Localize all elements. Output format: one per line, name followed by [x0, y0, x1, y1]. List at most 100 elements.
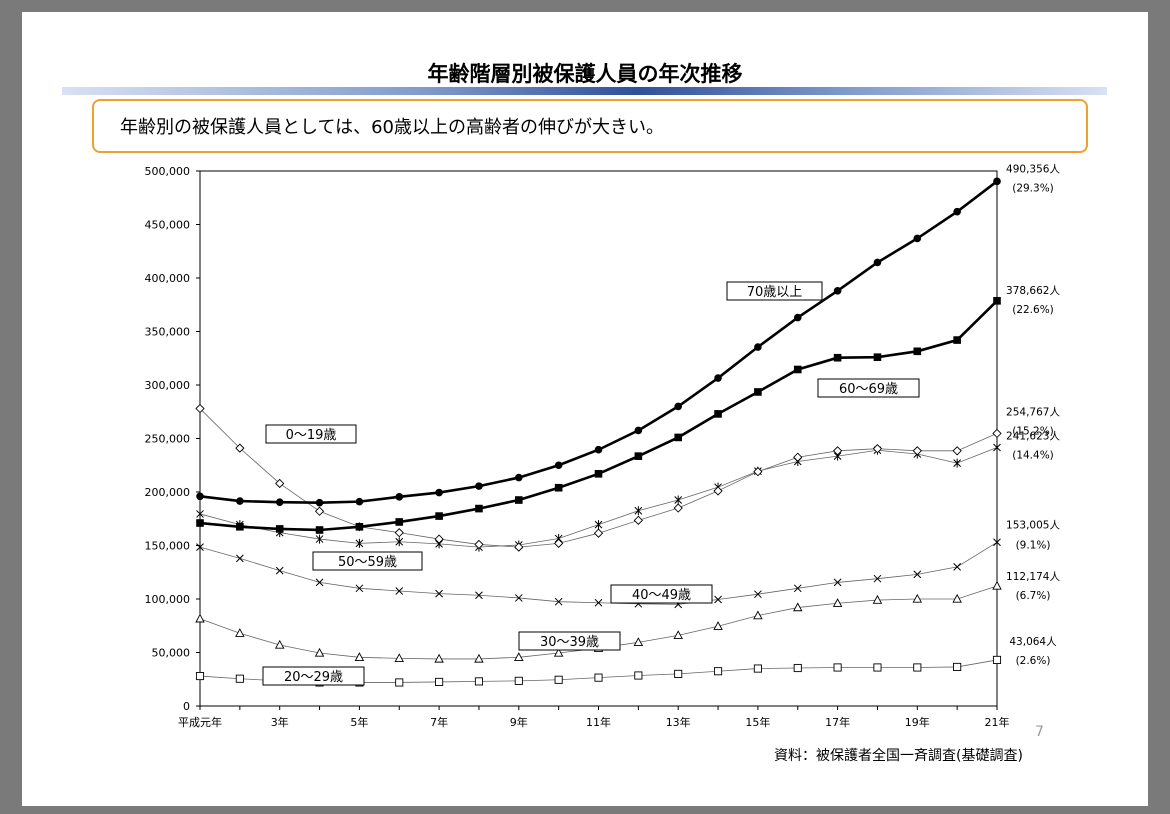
data-point-70-plus — [554, 461, 563, 470]
data-point-20-29 — [913, 663, 922, 672]
end-value-label-30-39: 112,174人 — [1006, 571, 1060, 583]
data-point-0-19 — [394, 528, 404, 538]
y-tick-label: 300,000 — [145, 379, 191, 392]
end-share-label-60-69: (22.6%) — [1012, 304, 1054, 316]
data-point-20-29 — [674, 669, 683, 678]
data-point-20-29 — [435, 677, 444, 686]
data-point-50-59 — [395, 537, 404, 547]
data-point-60-69 — [913, 347, 922, 356]
data-point-0-19 — [912, 446, 922, 456]
data-point-50-59 — [674, 495, 683, 505]
data-point-70-plus — [714, 374, 722, 382]
data-point-30-39 — [952, 593, 962, 603]
data-point-40-49 — [913, 570, 922, 579]
data-point-0-19 — [593, 528, 604, 538]
data-point-50-59 — [634, 506, 643, 516]
data-point-20-29 — [554, 675, 563, 684]
data-point-50-59 — [953, 458, 962, 468]
data-point-60-69 — [515, 496, 523, 504]
data-point-30-39 — [514, 652, 524, 661]
x-tick-label: 13年 — [666, 715, 691, 729]
end-value-label-0-19: 254,767人 — [1006, 406, 1060, 418]
data-point-30-39 — [633, 637, 644, 646]
data-point-40-49 — [714, 595, 722, 604]
data-point-70-plus — [315, 498, 324, 507]
data-point-40-49 — [514, 594, 523, 602]
data-point-60-69 — [236, 522, 244, 531]
y-tick-label: 500,000 — [145, 165, 191, 178]
data-point-30-39 — [553, 647, 564, 657]
data-point-60-69 — [435, 512, 443, 520]
data-point-30-39 — [394, 653, 405, 663]
data-point-30-39 — [354, 652, 365, 661]
page-number: 7 — [1035, 724, 1044, 740]
data-point-70-plus — [594, 445, 603, 454]
data-point-0-19 — [753, 467, 763, 477]
data-point-70-plus — [674, 402, 682, 411]
y-tick-label: 150,000 — [145, 540, 191, 553]
y-tick-label: 100,000 — [145, 593, 191, 606]
series-name-20-29: 20～29歳 — [284, 670, 343, 685]
y-tick-label: 250,000 — [145, 433, 191, 446]
series-name-box-frame — [262, 666, 365, 686]
end-share-label-20-29: (2.6%) — [1016, 655, 1051, 667]
data-point-20-29 — [793, 663, 802, 673]
data-point-60-69 — [793, 365, 802, 374]
data-point-70-plus — [913, 234, 922, 243]
data-point-50-59 — [993, 442, 1001, 452]
series-name-box-50-59: 50～59歳 — [312, 551, 423, 571]
data-point-20-29 — [594, 673, 603, 682]
chart-axes: 0 50,000 100,000 150,000 200,000 250,000 300,0… — [145, 165, 1010, 729]
data-point-50-59 — [355, 538, 364, 548]
data-point-30-39 — [195, 613, 205, 623]
series-line-60-69 — [199, 299, 998, 532]
data-point-0-19 — [554, 538, 564, 548]
data-point-20-29 — [833, 663, 842, 672]
series-name-30-39: 30～39歳 — [540, 635, 599, 650]
end-share-label-30-39: (6.7%) — [1016, 590, 1051, 602]
data-point-30-39 — [274, 639, 285, 649]
series-name-box-70-plus: 70歳以上 — [726, 281, 823, 301]
data-point-40-49 — [435, 589, 443, 598]
data-point-70-plus — [754, 343, 762, 351]
data-point-70-plus — [634, 426, 643, 435]
slide: 年齢階層別被保護人員の年次推移 年齢別の被保護人員としては、60歳以上の高齢者の… — [22, 12, 1148, 806]
data-point-20-29 — [514, 676, 523, 685]
data-point-0-19 — [992, 428, 1002, 439]
end-share-label-50-59: (14.4%) — [1012, 449, 1054, 461]
series-name-40-49: 40～49歳 — [632, 588, 691, 603]
x-tick-label: 9年 — [510, 715, 528, 729]
data-point-40-49 — [993, 538, 1001, 547]
series-name-70-plus: 70歳以上 — [747, 285, 803, 300]
series-60-69 — [196, 297, 1001, 534]
y-tick-label: 400,000 — [145, 272, 191, 285]
data-point-50-59 — [315, 534, 324, 544]
data-point-30-39 — [474, 653, 484, 663]
data-point-20-29 — [474, 677, 484, 686]
data-point-20-29 — [953, 662, 962, 671]
series-name-box-frame — [265, 424, 357, 444]
data-point-0-19 — [275, 478, 285, 489]
end-share-label-0-19: (15.2%) — [1012, 425, 1054, 437]
y-tick-label: 0 — [183, 700, 190, 713]
data-point-40-49 — [475, 591, 483, 600]
title-underline-bar — [62, 87, 1107, 95]
series-labels: 490,356人 (29.3%) 378,662人 (22.6%) 254,767人 (1… — [262, 163, 1060, 686]
y-tick-label: 350,000 — [145, 326, 191, 339]
data-point-60-69 — [315, 526, 324, 534]
data-point-20-29 — [235, 674, 244, 683]
series-70-plus — [196, 177, 1001, 507]
x-tick-label: 3年 — [271, 715, 289, 729]
data-point-30-39 — [912, 593, 923, 603]
x-tick-label: 5年 — [350, 715, 368, 729]
data-point-20-29 — [714, 667, 723, 676]
data-point-60-69 — [395, 518, 404, 526]
y-tick-label: 450,000 — [145, 219, 191, 232]
data-point-20-29 — [634, 671, 643, 680]
data-point-60-69 — [754, 388, 762, 396]
end-value-label-50-59: 241,623人 — [1006, 430, 1060, 442]
data-point-0-19 — [514, 542, 524, 552]
series-name-box-40-49: 40～49歳 — [610, 584, 713, 604]
data-point-70-plus — [196, 492, 204, 501]
